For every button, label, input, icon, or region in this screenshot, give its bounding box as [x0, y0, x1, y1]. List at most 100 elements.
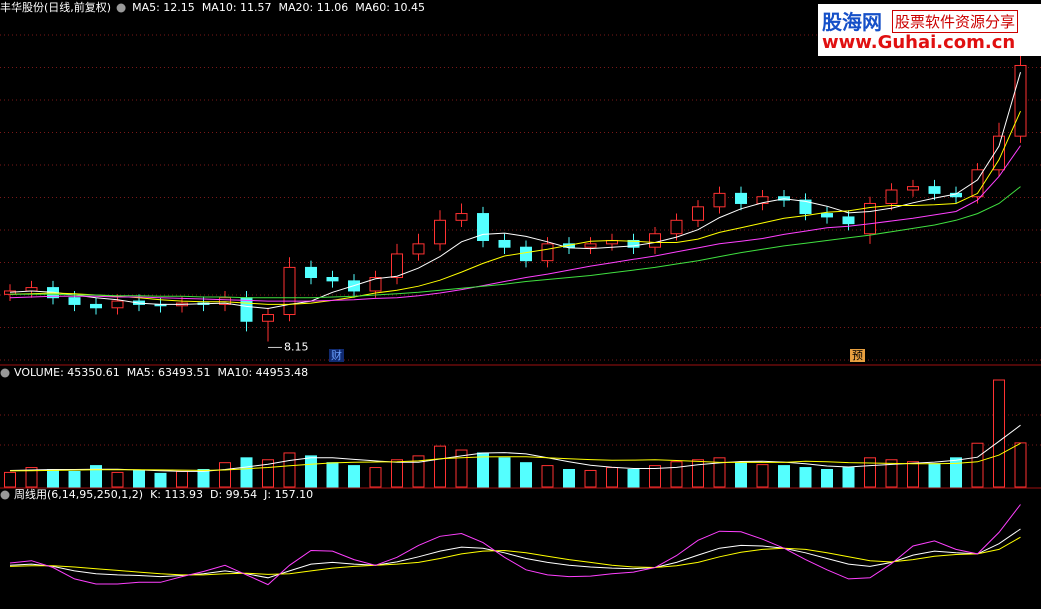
volume-bar [240, 457, 253, 488]
volume-bar [326, 462, 339, 488]
volume-bar [670, 461, 683, 488]
watermark-slogan: 股票软件资源分享 [892, 10, 1019, 33]
volume-bar [391, 459, 403, 488]
volume-bar [584, 469, 597, 488]
volume-bar [197, 468, 210, 488]
menu-icon [116, 3, 126, 13]
candle-body [434, 219, 446, 245]
volume-bar [412, 455, 425, 488]
candle-body [391, 253, 403, 278]
volume-bar [219, 462, 231, 488]
candle-body [283, 266, 296, 316]
candle-body [541, 243, 554, 262]
legend-entry: MA60: 10.45 [355, 1, 425, 14]
volume-bar [735, 462, 747, 488]
chart-title: VOLUME: 45350.61 [14, 366, 120, 379]
candle-body [369, 277, 382, 292]
volume-bar [25, 467, 38, 488]
volume-bar [348, 465, 360, 488]
legend-entry: K: 113.93 [150, 488, 203, 501]
indicator-line [10, 186, 1021, 299]
candle-body [498, 239, 511, 248]
legend-entry: D: 99.54 [210, 488, 257, 501]
candle-body [993, 135, 1005, 171]
candle-body [111, 300, 124, 309]
watermark-url: www.Guhai.com.cn [822, 32, 1016, 53]
indicator-line [9, 72, 1021, 310]
volume-bar [68, 470, 81, 488]
volume-bar [541, 465, 554, 488]
candle-body [842, 216, 855, 225]
candle-body [25, 287, 38, 292]
volume-bar [434, 445, 446, 488]
volume-bar [283, 452, 296, 488]
menu-icon [0, 490, 10, 500]
volume-bar [563, 468, 575, 488]
candle-body [864, 202, 876, 235]
legend-entry: MA5: 12.15 [132, 1, 195, 14]
candle-body [68, 297, 81, 305]
candle-body [692, 206, 704, 221]
indicator-line [9, 536, 1021, 576]
candle-body [907, 186, 919, 191]
watermark-site: 股海网 [822, 10, 882, 34]
volume-bar [4, 471, 16, 488]
indicator-line [9, 110, 1021, 305]
volume-bar [971, 442, 984, 488]
candle-body [240, 297, 253, 322]
volume-bar [842, 467, 855, 488]
volume-bar [133, 469, 145, 488]
candle-body [799, 199, 812, 215]
candle-body [627, 239, 640, 248]
candle-body [713, 192, 726, 208]
candle-body [885, 189, 898, 204]
volume-bar [90, 465, 102, 488]
volume-bar [1014, 442, 1027, 488]
chart-title: 周线用(6,14,95,250,1,2) [14, 487, 143, 501]
low-annotation: 8.15 [284, 340, 309, 353]
event-marker[interactable]: 预 [850, 349, 865, 362]
volume-bar [713, 457, 726, 488]
indicator-line [9, 504, 1021, 586]
volume-bar [455, 449, 468, 488]
volume-bar [176, 470, 188, 488]
volume-bar [799, 467, 812, 488]
event-marker[interactable]: 财 [329, 349, 344, 362]
volume-bar [864, 457, 876, 488]
volume-bar [649, 465, 661, 488]
volume-bar [369, 467, 382, 488]
volume-bar [993, 379, 1005, 488]
volume-bar [928, 463, 941, 488]
candle-body [455, 213, 468, 221]
volume-bar [520, 462, 532, 488]
volume-bar [606, 467, 618, 488]
volume-bar [885, 459, 898, 488]
volume-bar [154, 472, 167, 488]
candle-body [1014, 64, 1027, 137]
legend-entry: MA5: 63493.51 [127, 366, 211, 379]
legend-entry: MA10: 44953.48 [217, 366, 308, 379]
candle-body [756, 196, 769, 204]
candle-body [584, 243, 597, 248]
indicator-line [9, 145, 1021, 302]
volume-bar [778, 465, 790, 488]
volume-bar [950, 457, 962, 488]
watermark: 股海网 股票软件资源分享 www.Guhai.com.cn [818, 4, 1041, 56]
volume-bar [907, 461, 919, 488]
volume-bar [756, 464, 769, 488]
candle-body [262, 314, 274, 322]
volume-bar [305, 455, 317, 488]
candle-body [90, 303, 102, 309]
volume-bar [627, 468, 640, 488]
candle-body [821, 213, 833, 218]
volume-bar [262, 459, 274, 488]
legend-entry: MA10: 11.57 [202, 1, 272, 14]
volume-bar [692, 459, 704, 488]
volume-bar [47, 468, 59, 488]
volume-bar [111, 471, 124, 488]
candle-body [670, 219, 683, 235]
candle-body [928, 186, 941, 194]
candle-body [305, 266, 317, 278]
